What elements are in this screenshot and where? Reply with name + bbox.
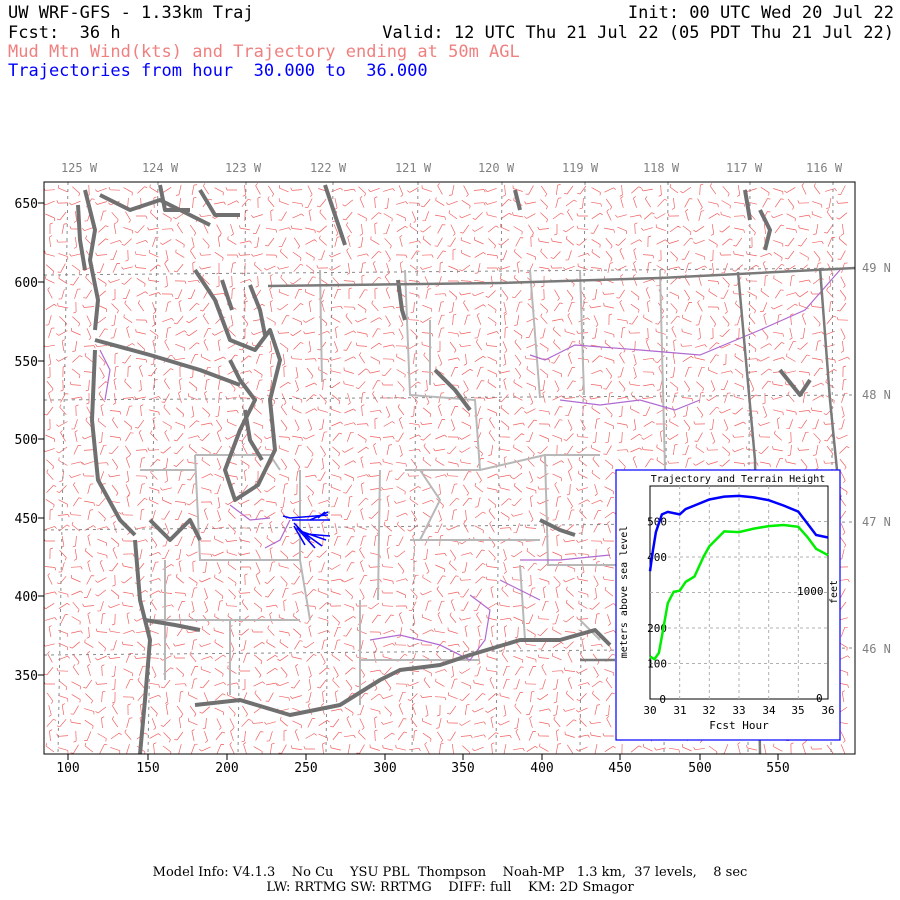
lon-label: 123 W <box>225 161 262 175</box>
inset-x-tick: 34 <box>762 704 776 717</box>
x-tick-label: 500 <box>688 761 711 776</box>
inset-ylabel-right: feet <box>829 580 840 604</box>
y-tick-label: 600 <box>15 276 38 291</box>
lat-label: 47 N <box>862 515 891 529</box>
y-tick-label: 500 <box>15 433 38 448</box>
inset-x-tick: 33 <box>732 704 745 717</box>
map-frame <box>43 181 856 755</box>
trajectory-range: Trajectories from hour 30.000 to 36.000 <box>8 61 428 81</box>
lon-label: 125 W <box>61 161 98 175</box>
inset-y-tick: 100 <box>647 658 667 671</box>
lat-label: 46 N <box>862 642 891 656</box>
inset-y-tick: 0 <box>659 693 666 706</box>
trajectory-height-line <box>648 494 829 572</box>
y-tick-label: 650 <box>15 197 38 212</box>
inset-x-tick: 32 <box>702 704 715 717</box>
lon-label: 119 W <box>562 161 599 175</box>
model-info-line2: LW: RRTMG SW: RRTMG DIFF: full KM: 2D Sm… <box>266 880 634 895</box>
map-subtitle: Mud Mtn Wind(kts) and Trajectory ending … <box>8 42 520 62</box>
inset-y-tick: 500 <box>647 516 667 529</box>
rivers <box>99 269 841 661</box>
lon-label: 117 W <box>726 161 763 175</box>
inset-x-tick: 30 <box>643 704 656 717</box>
inset-series <box>648 494 829 661</box>
inset-right-ticks: 0 1000 <box>797 585 824 705</box>
lat-label: 49 N <box>862 261 891 275</box>
model-info-line1: Model Info: V4.1.3 No Cu YSU PBL Thompso… <box>152 865 748 880</box>
lon-label: 118 W <box>643 161 680 175</box>
x-tick-label: 150 <box>136 761 159 776</box>
y-tick-label: 350 <box>15 669 38 684</box>
map-axis-ticks <box>38 202 779 760</box>
inset-xlabel: Fcst Hour <box>709 719 769 732</box>
inset-x-tick: 36 <box>821 704 834 717</box>
x-tick-label: 450 <box>608 761 631 776</box>
x-tick-label: 300 <box>373 761 396 776</box>
forecast-hour: Fcst: 36 h <box>8 23 121 43</box>
latitude-labels: 49 N 48 N 47 N 46 N <box>862 261 891 656</box>
inset-right-tick: 1000 <box>797 585 824 598</box>
lon-label: 124 W <box>142 161 179 175</box>
y-tick-label: 550 <box>15 355 38 370</box>
valid-time: Valid: 12 UTC Thu 21 Jul 22 (05 PDT Thu … <box>382 23 894 43</box>
y-axis-labels: 650 600 550 500 450 400 350 <box>15 197 38 684</box>
trajectory-path <box>282 511 331 549</box>
inset-frame <box>615 469 841 741</box>
inset-x-ticks: 30 31 32 33 34 35 36 <box>643 704 834 717</box>
inset-x-tick: 35 <box>791 704 804 717</box>
x-tick-label: 350 <box>451 761 474 776</box>
x-tick-label: 400 <box>530 761 553 776</box>
inset-title: Trajectory and Terrain Height <box>651 474 826 485</box>
lon-label: 116 W <box>806 161 843 175</box>
lon-label: 121 W <box>395 161 432 175</box>
inset-x-tick: 31 <box>673 704 686 717</box>
inset-right-tick: 0 <box>816 692 823 705</box>
lon-label: 122 W <box>310 161 347 175</box>
x-tick-label: 200 <box>215 761 238 776</box>
county-boundaries <box>140 269 666 705</box>
longitude-labels: 125 W 124 W 123 W 122 W 121 W 120 W 119 … <box>61 161 843 175</box>
inset-ylabel-left: meters above sea level <box>619 526 630 658</box>
model-title: UW WRF-GFS - 1.33km Traj <box>8 3 254 23</box>
lat-label: 48 N <box>862 388 891 402</box>
y-tick-label: 400 <box>15 590 38 605</box>
x-tick-label: 550 <box>766 761 789 776</box>
init-time: Init: 00 UTC Wed 20 Jul 22 <box>627 3 894 23</box>
trajectory-terrain-inset: Trajectory and Terrain Height 30 31 32 3… <box>615 469 841 741</box>
lon-label: 120 W <box>478 161 515 175</box>
x-tick-label: 250 <box>294 761 317 776</box>
coastline <box>76 184 812 754</box>
x-tick-label: 100 <box>56 761 79 776</box>
terrain-height-line <box>649 523 829 661</box>
x-axis-labels: 100 150 200 250 300 350 400 450 500 550 <box>56 761 789 776</box>
y-tick-label: 450 <box>15 512 38 527</box>
